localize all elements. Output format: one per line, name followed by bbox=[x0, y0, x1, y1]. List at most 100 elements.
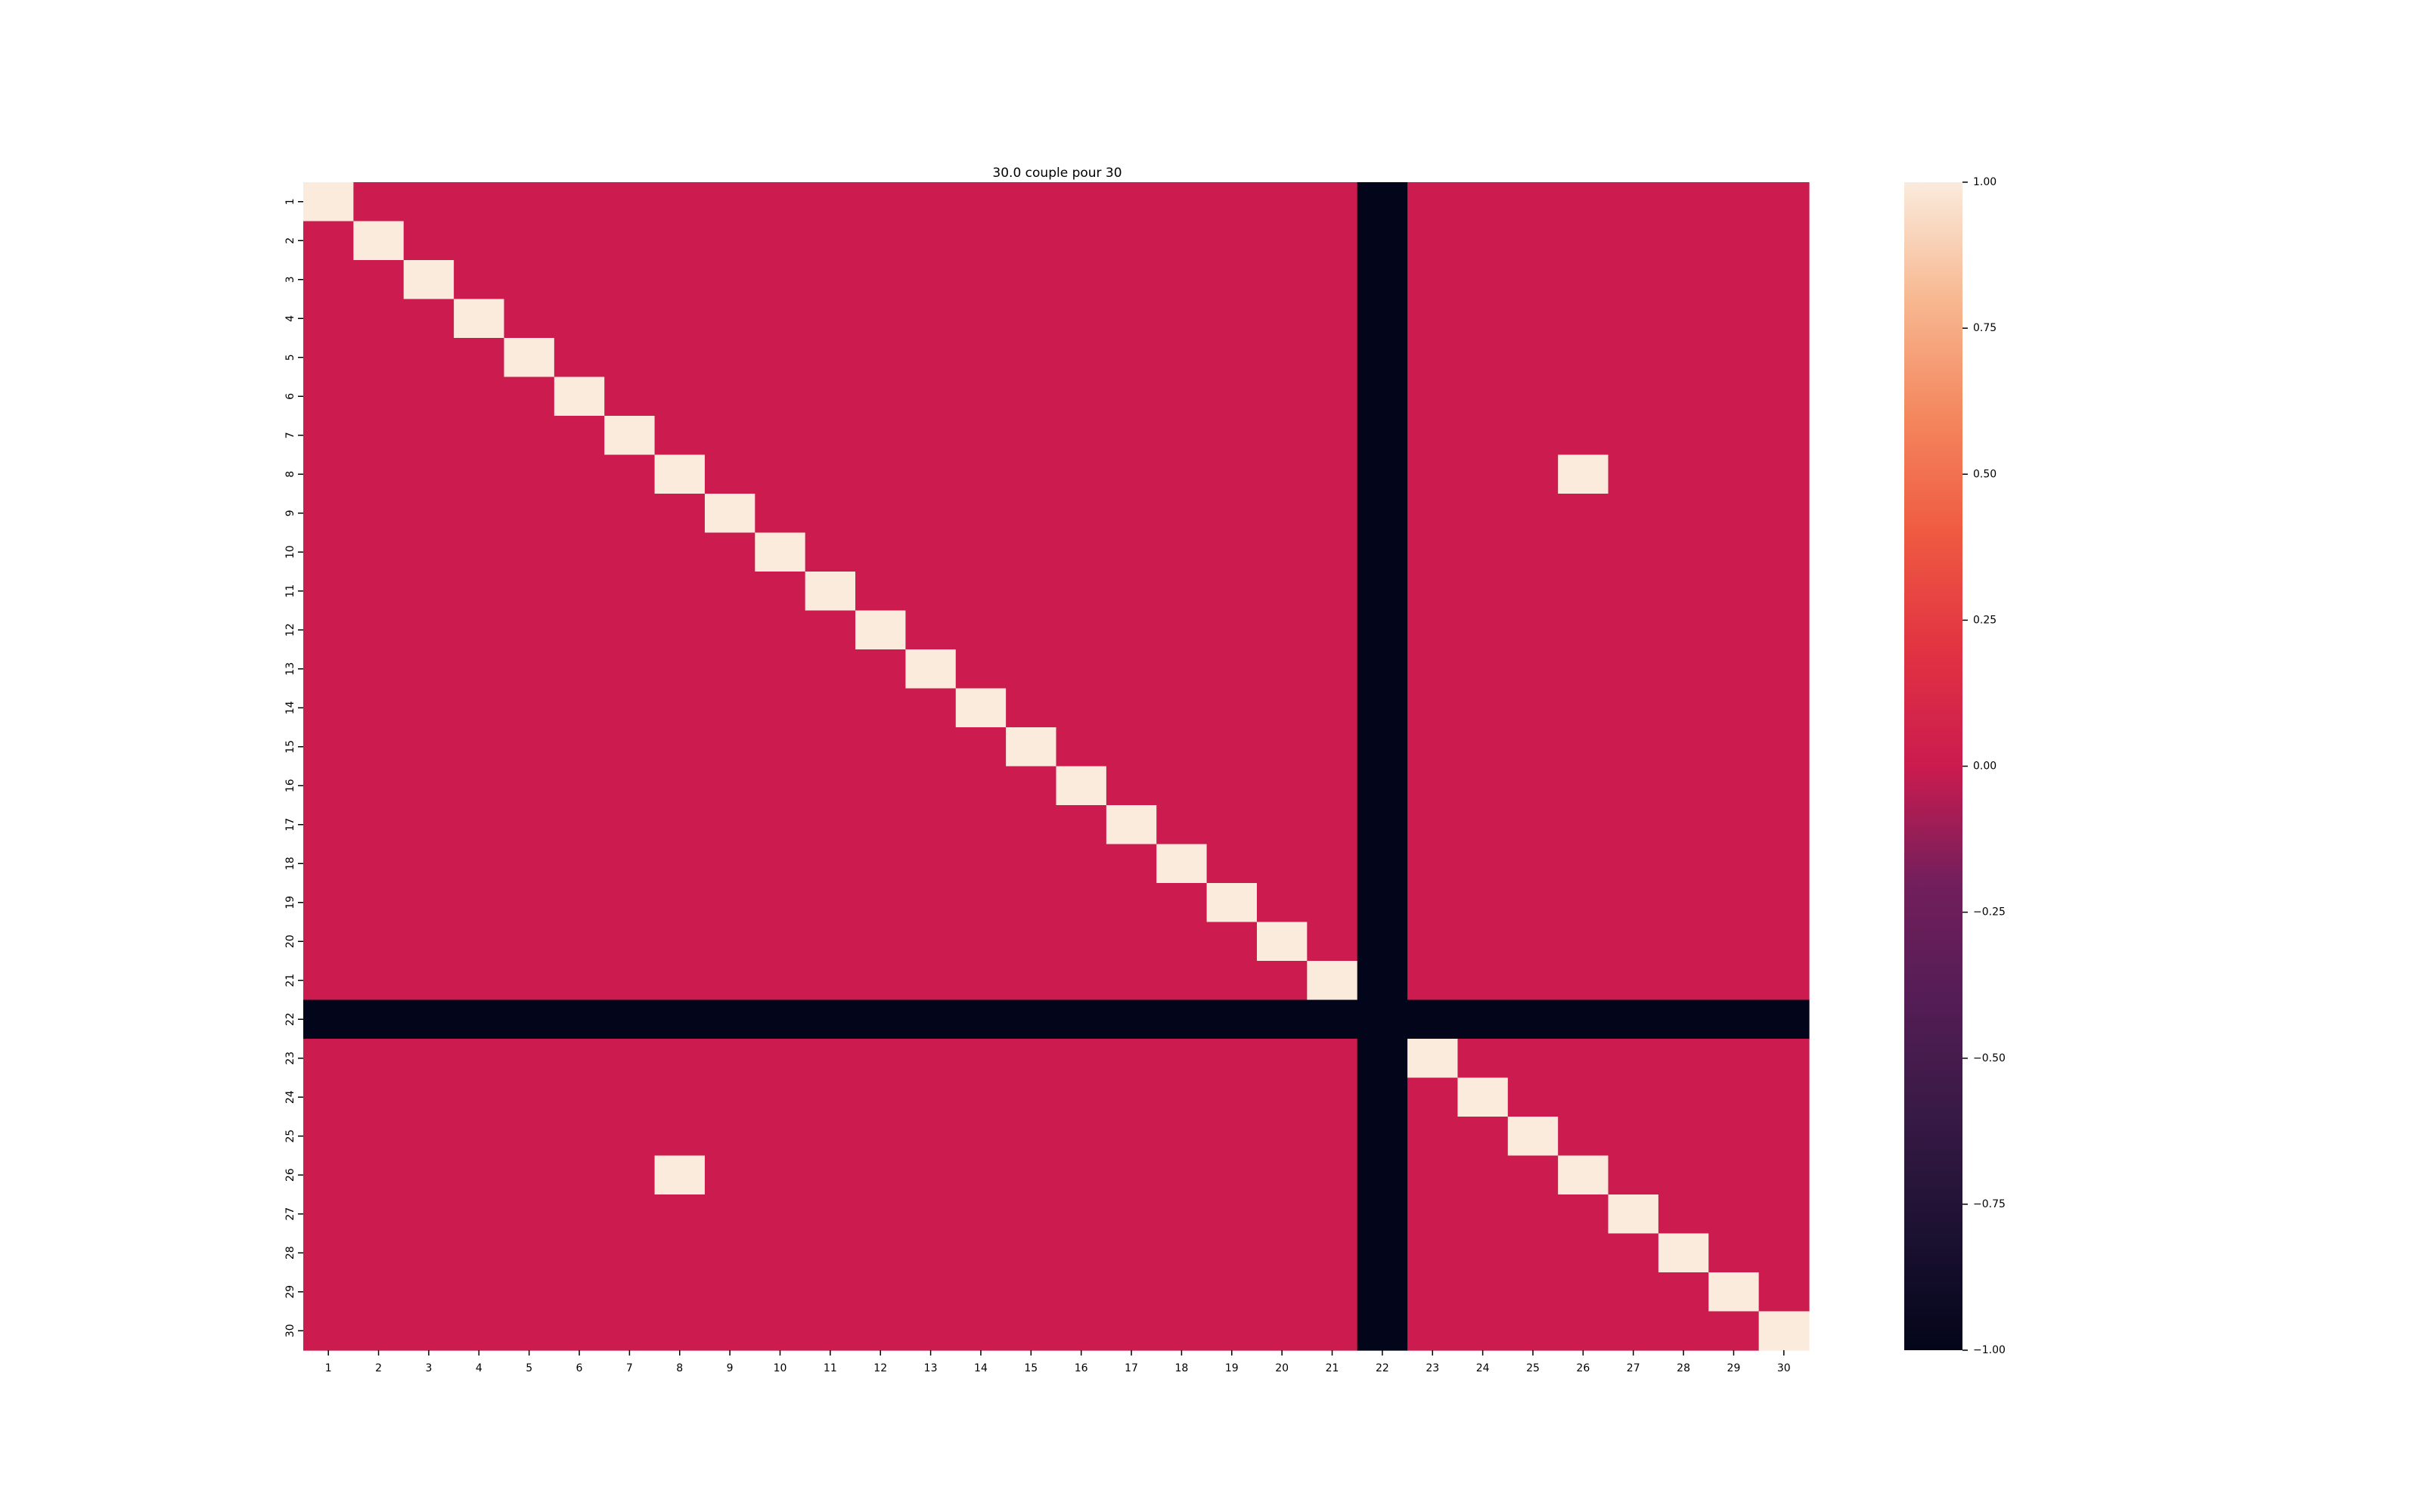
heatmap-cell bbox=[1658, 494, 1709, 534]
heatmap-cell bbox=[654, 727, 706, 767]
heatmap-cell bbox=[604, 1233, 656, 1273]
heatmap-cell bbox=[454, 1155, 505, 1195]
heatmap-cell bbox=[1407, 376, 1459, 417]
heatmap-cell bbox=[504, 299, 555, 339]
heatmap-cell bbox=[403, 649, 455, 689]
heatmap-cell bbox=[1357, 572, 1408, 612]
y-tick-label: 24 bbox=[284, 1090, 296, 1104]
heatmap-cell bbox=[604, 727, 656, 767]
heatmap-cell bbox=[1357, 649, 1408, 689]
heatmap-cell bbox=[1608, 844, 1659, 884]
heatmap-cell bbox=[353, 1155, 405, 1195]
heatmap-cell bbox=[755, 961, 806, 1001]
heatmap-cell bbox=[1006, 727, 1057, 767]
colorbar-tick-label: −0.75 bbox=[1973, 1198, 2006, 1210]
heatmap-cell bbox=[1708, 766, 1760, 806]
heatmap-cell bbox=[1106, 1155, 1157, 1195]
x-tick-label: 21 bbox=[1326, 1362, 1339, 1374]
heatmap-cell bbox=[1156, 649, 1208, 689]
heatmap-cell bbox=[1307, 416, 1358, 456]
heatmap-cell bbox=[1758, 454, 1810, 494]
heatmap-cell bbox=[1006, 1155, 1057, 1195]
heatmap-cell bbox=[955, 494, 1007, 534]
heatmap-cell bbox=[353, 727, 405, 767]
heatmap-cell bbox=[1006, 766, 1057, 806]
heatmap-cell bbox=[403, 844, 455, 884]
heatmap-cell bbox=[303, 766, 354, 806]
heatmap-cell bbox=[704, 299, 755, 339]
heatmap-cell bbox=[955, 416, 1007, 456]
heatmap-cell bbox=[1407, 1155, 1459, 1195]
x-tick-label: 26 bbox=[1576, 1362, 1590, 1374]
heatmap-cell bbox=[1206, 299, 1258, 339]
heatmap-cell bbox=[1106, 1194, 1157, 1235]
heatmap-cell bbox=[1457, 844, 1509, 884]
heatmap-cell bbox=[654, 494, 706, 534]
x-tick-label: 3 bbox=[425, 1362, 432, 1374]
heatmap-cell bbox=[905, 376, 957, 417]
heatmap-cell bbox=[905, 572, 957, 612]
heatmap-cell bbox=[1457, 1117, 1509, 1157]
heatmap-cell bbox=[855, 688, 906, 728]
heatmap-cell bbox=[905, 649, 957, 689]
heatmap-cell bbox=[1106, 416, 1157, 456]
heatmap-cell bbox=[1658, 844, 1709, 884]
heatmap-cell bbox=[955, 572, 1007, 612]
heatmap-cell bbox=[1658, 805, 1709, 845]
heatmap-cell bbox=[554, 299, 605, 339]
heatmap-cell bbox=[1156, 416, 1208, 456]
heatmap-cell bbox=[905, 922, 957, 962]
heatmap-cell bbox=[1758, 1233, 1810, 1273]
heatmap-cell bbox=[1256, 1194, 1308, 1235]
heatmap-cell bbox=[855, 532, 906, 572]
heatmap-cell bbox=[454, 221, 505, 261]
heatmap-cell bbox=[454, 961, 505, 1001]
x-tick-label: 25 bbox=[1526, 1362, 1540, 1374]
heatmap-cell bbox=[1006, 649, 1057, 689]
heatmap-cell bbox=[755, 299, 806, 339]
heatmap-cell bbox=[554, 416, 605, 456]
heatmap-cell bbox=[454, 1272, 505, 1312]
y-tick-label: 9 bbox=[284, 510, 296, 516]
heatmap-cell bbox=[1156, 610, 1208, 650]
heatmap-cell bbox=[1558, 532, 1609, 572]
heatmap-cell bbox=[1407, 182, 1459, 222]
heatmap-cell bbox=[1206, 1155, 1258, 1195]
heatmap-cell bbox=[1507, 1155, 1559, 1195]
heatmap-cell bbox=[704, 610, 755, 650]
heatmap-cell bbox=[554, 649, 605, 689]
heatmap-cell bbox=[504, 532, 555, 572]
heatmap-cell bbox=[353, 494, 405, 534]
heatmap-cell bbox=[654, 1233, 706, 1273]
heatmap-cell bbox=[755, 610, 806, 650]
heatmap-cell bbox=[1558, 805, 1609, 845]
heatmap-cell bbox=[1206, 260, 1258, 300]
heatmap-cell bbox=[704, 1194, 755, 1235]
heatmap-cell bbox=[955, 844, 1007, 884]
heatmap-cell bbox=[1206, 416, 1258, 456]
heatmap-cell bbox=[855, 494, 906, 534]
heatmap-cell bbox=[955, 727, 1007, 767]
heatmap-cell bbox=[955, 299, 1007, 339]
heatmap-cell bbox=[353, 454, 405, 494]
heatmap-cell bbox=[1156, 1117, 1208, 1157]
heatmap-cell bbox=[1206, 454, 1258, 494]
heatmap-cell bbox=[1206, 1272, 1258, 1312]
heatmap-cell bbox=[905, 999, 957, 1040]
heatmap-cell bbox=[1758, 961, 1810, 1001]
heatmap-cell bbox=[1056, 221, 1107, 261]
heatmap-cell bbox=[905, 260, 957, 300]
heatmap-cell bbox=[1357, 376, 1408, 417]
heatmap-cell bbox=[704, 844, 755, 884]
heatmap-cell bbox=[1507, 727, 1559, 767]
heatmap-cell bbox=[1407, 260, 1459, 300]
heatmap-cell bbox=[654, 688, 706, 728]
heatmap-cell bbox=[1507, 416, 1559, 456]
heatmap-cell bbox=[303, 610, 354, 650]
heatmap-cell bbox=[1758, 260, 1810, 300]
heatmap-cell bbox=[454, 260, 505, 300]
heatmap-cell bbox=[454, 1117, 505, 1157]
heatmap-cell bbox=[454, 1194, 505, 1235]
heatmap-cell bbox=[454, 805, 505, 845]
heatmap-cell bbox=[1708, 961, 1760, 1001]
